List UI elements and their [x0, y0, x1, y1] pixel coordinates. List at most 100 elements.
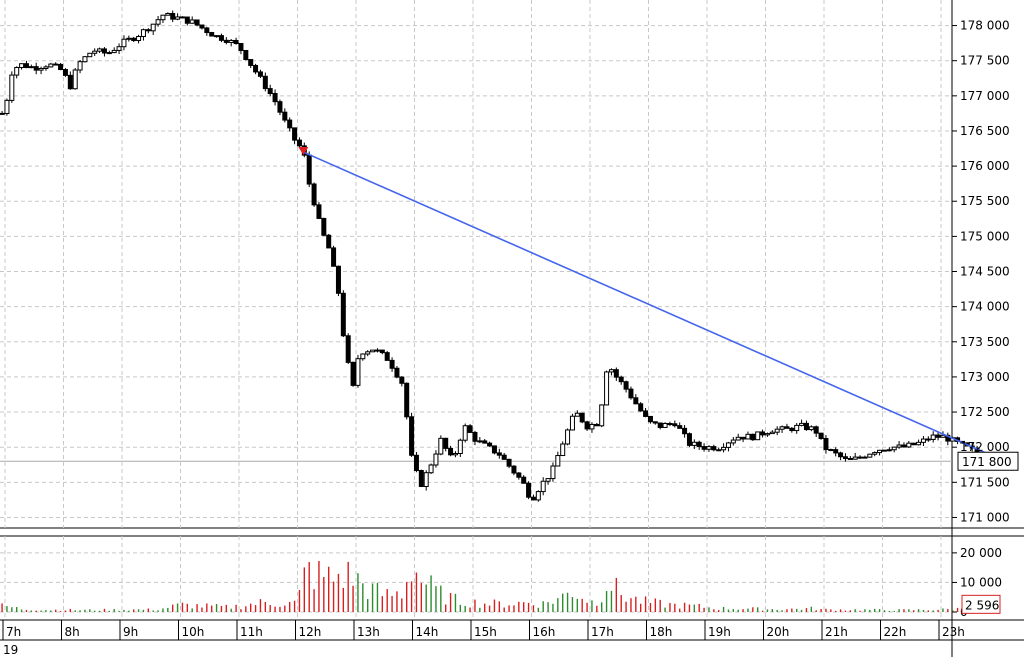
candle-down [516, 472, 522, 478]
candle-up [428, 464, 434, 474]
candle-down [443, 437, 449, 449]
candle-down [701, 446, 707, 450]
candle-down [686, 433, 692, 446]
candle-up [165, 12, 171, 16]
candle-down [487, 442, 493, 447]
last-price-box [957, 451, 1019, 471]
last-volume-label: 2 596 [965, 598, 999, 612]
candle-down [511, 465, 517, 474]
time-tick-label: 18h [650, 625, 673, 639]
price-tick-label: 174 000 [960, 300, 1010, 314]
candle-down [218, 35, 224, 41]
candle-down [418, 470, 424, 488]
candle-up [9, 74, 15, 101]
candle-up [14, 66, 20, 76]
candle-down [296, 139, 302, 147]
candle-down [818, 432, 824, 439]
candle-down [170, 12, 176, 20]
time-tick-label: 12h [299, 625, 322, 639]
candle-down [823, 437, 829, 451]
candle-up [930, 434, 936, 440]
candle-up [106, 52, 112, 55]
time-tick-label: 11h [240, 625, 263, 639]
candle-down [145, 29, 151, 32]
trend-start-marker[interactable] [298, 147, 309, 156]
candle-down [911, 442, 917, 446]
candle-up [560, 443, 566, 457]
candle-down [682, 427, 688, 435]
candle-down [58, 63, 64, 71]
volume-tick-label: 20 000 [960, 546, 1002, 560]
candle-up [92, 50, 98, 54]
candle-down [584, 421, 590, 430]
candle-down [667, 423, 673, 426]
candle-up [19, 63, 25, 68]
candle-down [628, 388, 634, 399]
candle-down [389, 359, 395, 369]
time-tick-label: 13h [357, 625, 380, 639]
candle-down [253, 64, 259, 73]
candle-up [574, 412, 580, 417]
candle-down [789, 427, 795, 432]
candle-down [223, 39, 229, 43]
candle-down [267, 88, 273, 95]
candle-up [175, 16, 181, 20]
candle-up [28, 66, 34, 69]
candle-down [335, 265, 341, 294]
price-tick-label: 174 500 [960, 265, 1010, 279]
volume-tick-label: 10 000 [960, 575, 1002, 589]
candle-up [886, 449, 892, 452]
candle-down [272, 93, 278, 103]
candle-down [321, 217, 327, 236]
candle-down [594, 423, 600, 427]
candle-up [111, 49, 117, 54]
candle-up [735, 436, 741, 441]
time-tick-label: 19h [708, 625, 731, 639]
candle-up [136, 36, 142, 42]
date-label: 19 [3, 643, 18, 657]
candle-down [716, 449, 722, 452]
candle-up [604, 371, 610, 406]
candle-up [691, 441, 697, 446]
time-tick-label: 14h [416, 625, 439, 639]
candle-up [755, 431, 761, 441]
time-tick-label: 8h [65, 625, 80, 639]
candle-up [365, 351, 371, 355]
candle-up [794, 424, 800, 432]
candle-up [877, 449, 883, 454]
candle-up [540, 480, 546, 493]
candle-down [404, 382, 410, 418]
candle-up [87, 52, 93, 58]
candle-up [452, 452, 458, 456]
candle-up [477, 440, 483, 443]
candle-down [179, 16, 185, 19]
candle-up [374, 349, 380, 352]
candle-up [150, 23, 156, 32]
candle-down [711, 446, 717, 451]
candle-down [184, 16, 190, 24]
candle-up [891, 446, 897, 451]
time-tick-label: 16h [533, 625, 556, 639]
candle-down [935, 434, 941, 438]
candle-up [599, 404, 605, 427]
candle-up [589, 423, 595, 430]
candle-down [316, 204, 322, 219]
candle-down [350, 361, 356, 386]
candle-up [140, 29, 146, 38]
trend-line[interactable] [303, 151, 997, 459]
candle-up [862, 456, 868, 459]
candle-up [160, 14, 166, 21]
candle-up [940, 434, 946, 438]
time-tick-label: 21h [825, 625, 848, 639]
candle-up [433, 453, 439, 466]
candle-up [721, 446, 727, 451]
candle-down [248, 59, 254, 66]
candles [0, 10, 1000, 502]
candle-down [579, 412, 585, 423]
candle-down [828, 449, 834, 452]
candle-down [633, 397, 639, 405]
candle-down [101, 48, 107, 54]
candle-down [204, 27, 210, 34]
